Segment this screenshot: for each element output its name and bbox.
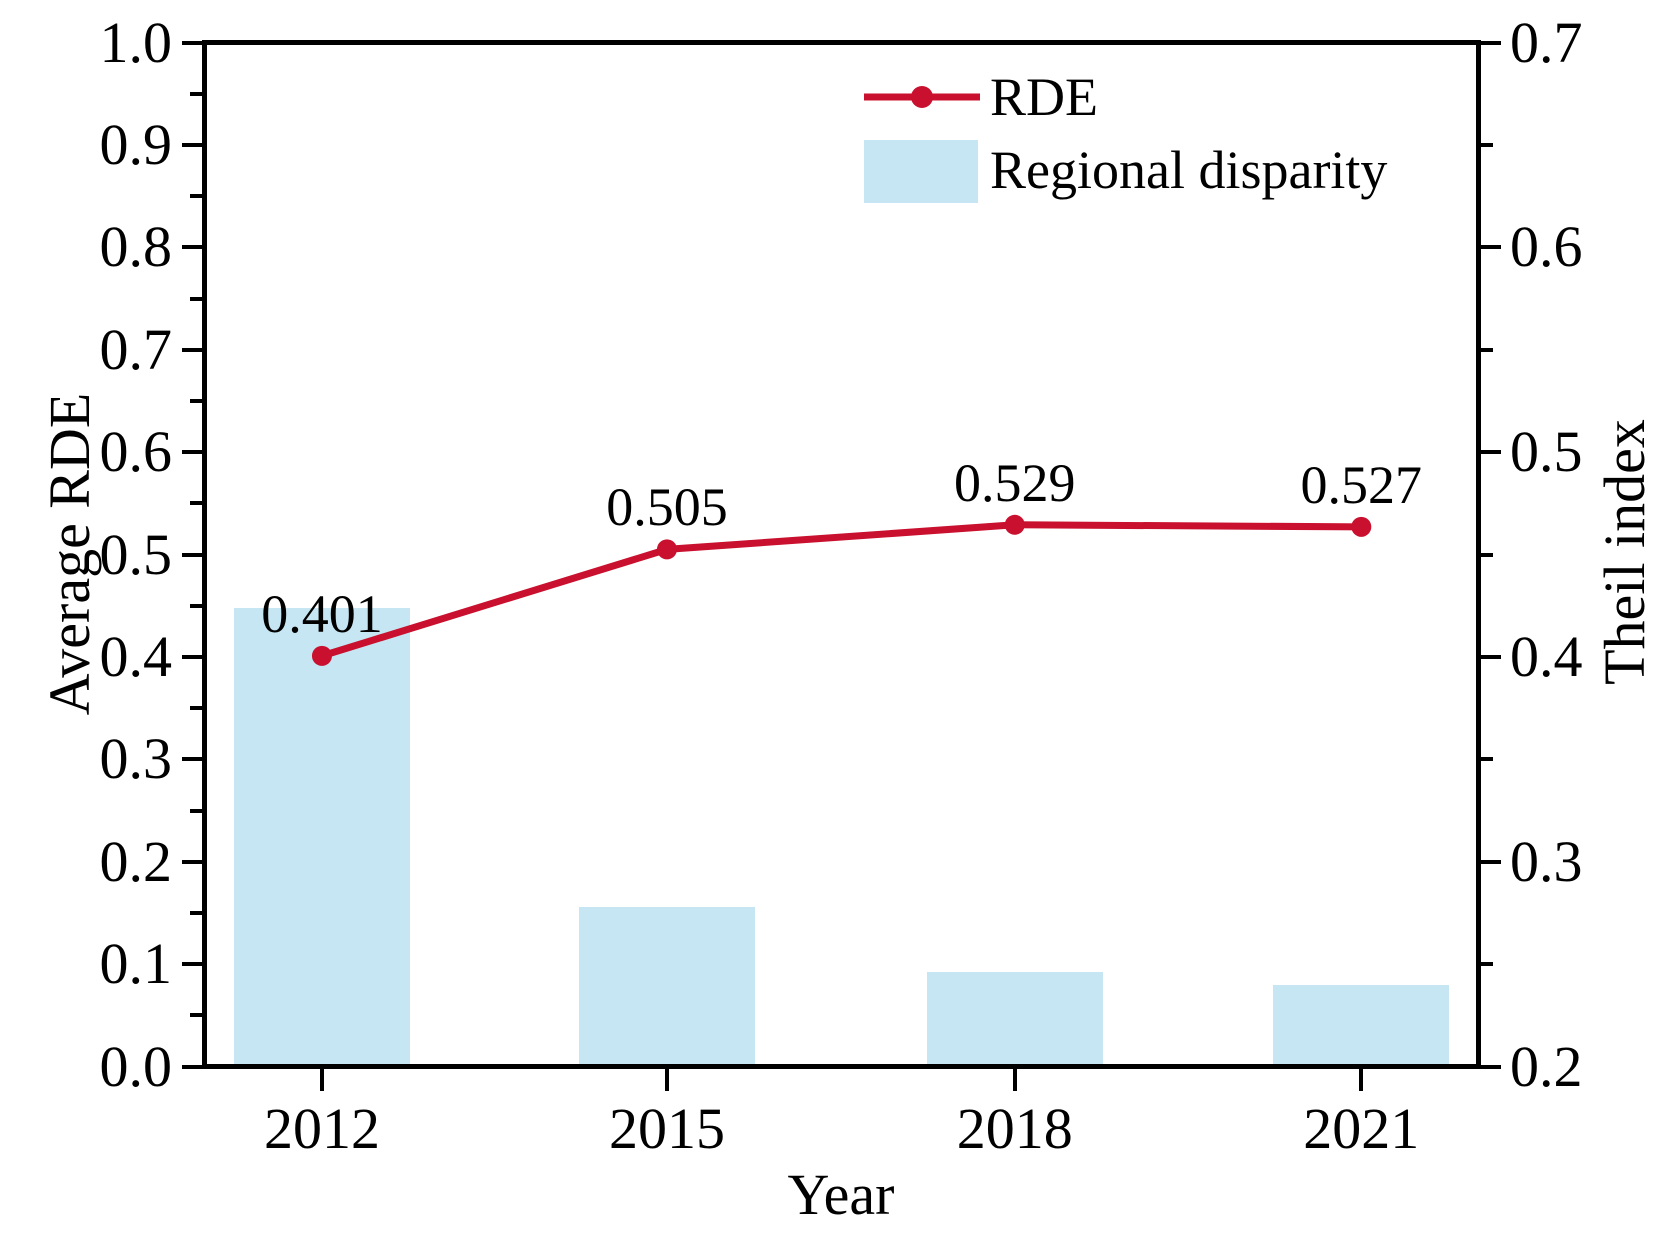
left-axis-major-tick (182, 40, 202, 45)
left-axis-tick-label: 0.5 (99, 521, 173, 587)
regional-disparity-bar (233, 607, 410, 1064)
left-axis-major-tick (182, 347, 202, 352)
x-axis-tick-label: 2018 (956, 1096, 1073, 1161)
left-axis-minor-tick (190, 501, 202, 506)
left-axis-tick-label: 0.0 (99, 1033, 173, 1099)
left-axis-tick-label: 1.0 (99, 9, 173, 75)
left-axis-minor-tick (190, 910, 202, 915)
left-axis-major-tick (182, 962, 202, 967)
left-axis-minor-tick (190, 603, 202, 608)
left-axis-tick-label: 0.1 (99, 931, 173, 997)
left-axis-tick-label: 0.2 (99, 828, 173, 894)
right-axis-minor-tick (1481, 142, 1493, 147)
right-axis-minor-tick (1481, 962, 1493, 967)
left-axis-tick-label: 0.9 (99, 111, 173, 177)
x-axis-tick-label: 2015 (608, 1096, 725, 1161)
left-axis-tick-label: 0.3 (99, 726, 173, 792)
rde-point-label: 0.401 (261, 583, 383, 644)
right-axis-major-tick (1481, 1064, 1501, 1069)
right-axis-tick-label: 0.7 (1510, 9, 1583, 75)
rde-point-label: 0.529 (954, 452, 1076, 513)
regional-disparity-bar (926, 972, 1103, 1064)
right-axis-title: Theil index (1592, 419, 1657, 685)
legend-label-rde: RDE (990, 67, 1098, 127)
right-axis-tick-label: 0.3 (1510, 828, 1583, 894)
x-axis-major-tick (1012, 1069, 1017, 1091)
right-axis-tick-label: 0.2 (1510, 1033, 1583, 1099)
x-axis-title: Year (787, 1162, 895, 1227)
x-axis-tick-label: 2021 (1303, 1096, 1420, 1161)
left-axis-major-tick (182, 450, 202, 455)
left-axis-title: Average RDE (37, 392, 102, 716)
left-axis-major-tick (182, 142, 202, 147)
right-axis-major-tick (1481, 654, 1501, 659)
right-axis-tick-label: 0.5 (1510, 419, 1583, 485)
right-axis-minor-tick (1481, 347, 1493, 352)
left-axis-tick-label: 0.6 (99, 419, 173, 485)
right-axis-tick-label: 0.4 (1510, 623, 1583, 689)
left-axis-minor-tick (190, 706, 202, 711)
rde-point-label: 0.505 (606, 477, 728, 538)
left-axis-minor-tick (190, 91, 202, 96)
left-axis-major-tick (182, 654, 202, 659)
plot-area (202, 40, 1481, 1069)
right-axis-major-tick (1481, 450, 1501, 455)
left-axis-minor-tick (190, 398, 202, 403)
right-axis-tick-label: 0.6 (1510, 214, 1583, 280)
rde-point-label: 0.527 (1300, 454, 1423, 515)
left-axis-minor-tick (190, 296, 202, 301)
left-axis-major-tick (182, 245, 202, 250)
left-axis-minor-tick (190, 808, 202, 813)
left-axis-major-tick (182, 757, 202, 762)
x-axis-tick-label: 2012 (263, 1096, 380, 1161)
left-axis-tick-label: 0.4 (99, 623, 173, 689)
left-axis-major-tick (182, 552, 202, 557)
x-axis-major-tick (1359, 1069, 1364, 1091)
right-axis-major-tick (1481, 245, 1501, 250)
left-axis-major-tick (182, 859, 202, 864)
right-axis-major-tick (1481, 859, 1501, 864)
regional-disparity-swatch-icon (864, 140, 978, 203)
x-axis-major-tick (664, 1069, 669, 1091)
left-axis-tick-label: 0.7 (99, 316, 173, 382)
regional-disparity-bar (1273, 984, 1450, 1064)
regional-disparity-bar (578, 906, 755, 1064)
left-axis-major-tick (182, 1064, 202, 1069)
right-axis-minor-tick (1481, 552, 1493, 557)
left-axis-minor-tick (190, 194, 202, 199)
rde-line-sample-icon (864, 86, 980, 108)
right-axis-minor-tick (1481, 757, 1493, 762)
left-axis-minor-tick (190, 1013, 202, 1018)
legend-label-regional-disparity: Regional disparity (990, 140, 1388, 200)
right-axis-major-tick (1481, 40, 1501, 45)
left-axis-tick-label: 0.8 (99, 214, 173, 280)
x-axis-major-tick (319, 1069, 324, 1091)
